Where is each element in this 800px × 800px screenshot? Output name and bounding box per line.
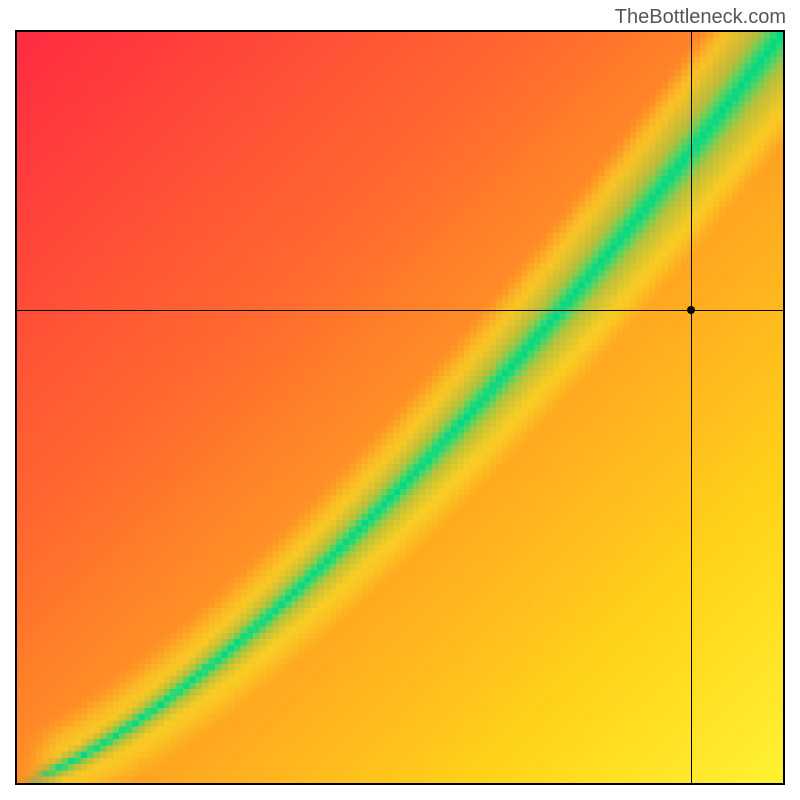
crosshair-vertical <box>691 32 692 783</box>
crosshair-point <box>687 306 695 314</box>
crosshair-horizontal <box>17 310 783 311</box>
watermark-text: TheBottleneck.com <box>615 6 786 29</box>
plot-area <box>15 30 785 785</box>
heatmap-canvas <box>17 32 783 783</box>
chart-container: TheBottleneck.com <box>0 0 800 800</box>
